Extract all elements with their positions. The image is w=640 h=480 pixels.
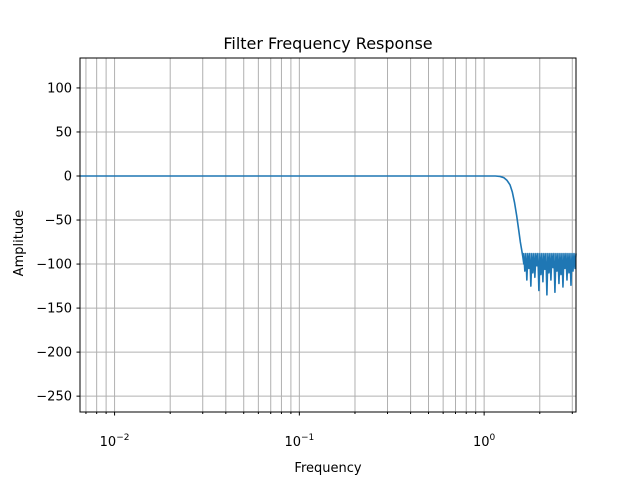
x-tick-label: 10−1 — [284, 433, 314, 450]
y-tick-label: −200 — [36, 346, 72, 361]
y-tick-label: −150 — [36, 302, 72, 317]
series-layer — [80, 175, 577, 296]
x-tick-label: 10−2 — [100, 433, 130, 450]
y-tick-label: 100 — [47, 81, 72, 96]
series-line — [80, 175, 577, 296]
y-tick-label: −250 — [36, 390, 72, 405]
y-tick-label: −100 — [36, 258, 72, 273]
plot-frame — [79, 57, 577, 413]
tick-layer: 10−2 10−1 100 100 50 0 −50 −100 −150 −200 −250 — [36, 81, 573, 450]
y-axis-label: Amplitude — [12, 210, 27, 277]
y-tick-label: 0 — [64, 170, 72, 185]
x-axis-label: Frequency — [294, 461, 361, 476]
y-tick-label: −50 — [45, 214, 72, 229]
grid-layer — [80, 58, 576, 412]
y-tick-label: 50 — [55, 125, 72, 140]
x-tick-label: 100 — [473, 433, 496, 450]
chart-title: Filter Frequency Response — [223, 34, 432, 53]
